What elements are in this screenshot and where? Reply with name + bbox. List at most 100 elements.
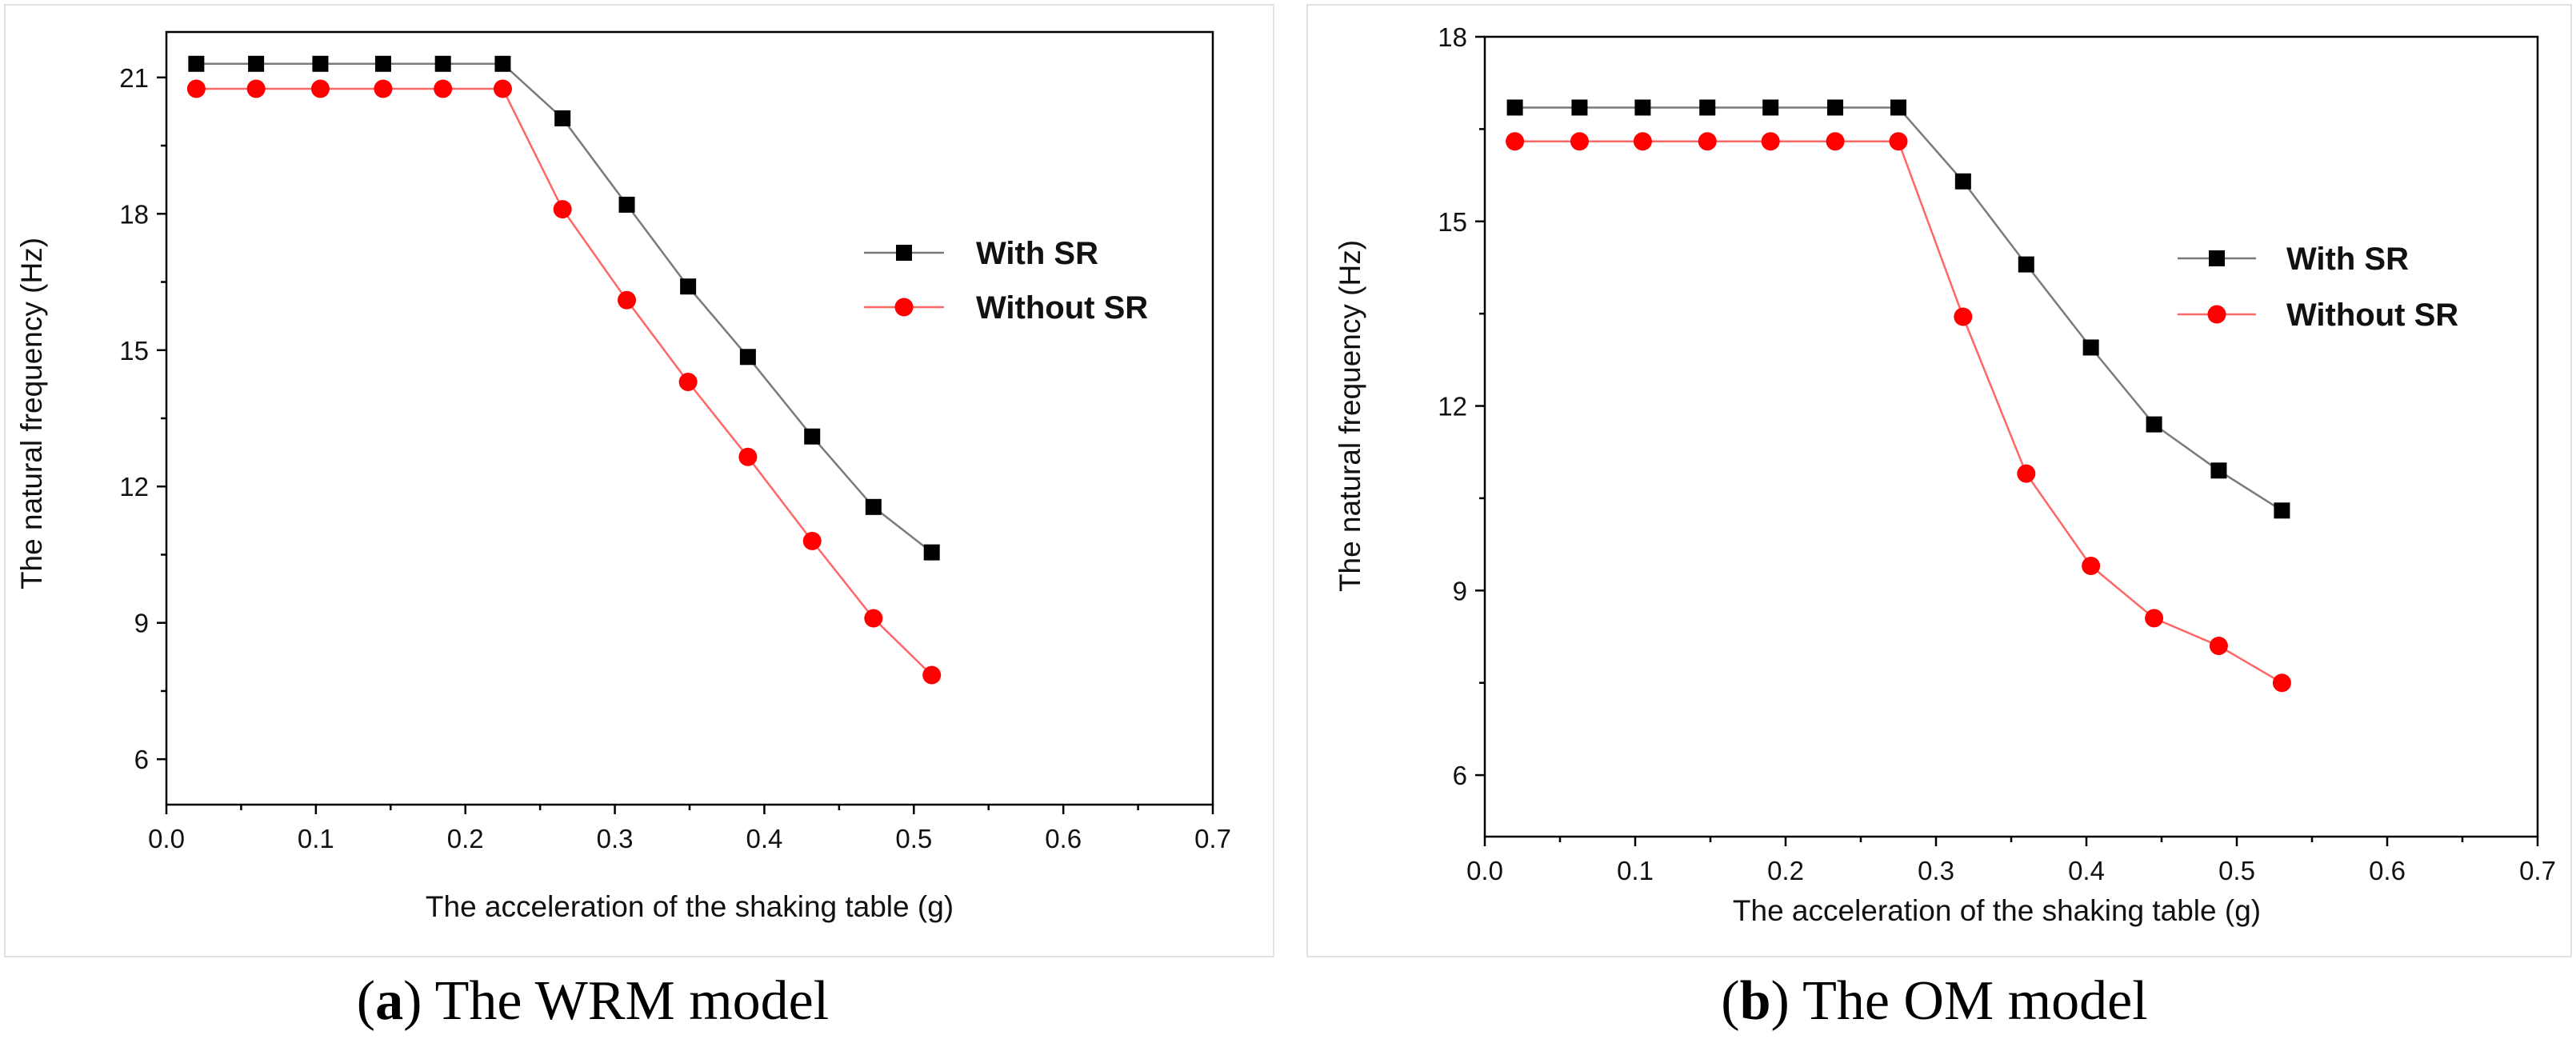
panel-b-point-without-sr: [2082, 557, 2101, 576]
panel-a-xtick-label: 0.0: [148, 824, 185, 853]
panel-b-point-without-sr: [1761, 132, 1780, 151]
panel-b-legend-marker-without-sr: [2207, 305, 2226, 324]
panel-a-point-with-sr: [618, 196, 635, 213]
panel-b-xtick-label: 0.3: [1918, 856, 1954, 885]
panel-b-caption-text: The OM model: [1790, 970, 2148, 1032]
panel-b-ytick-label: 15: [1438, 207, 1467, 237]
panel-b-frame: [1306, 4, 2572, 957]
panel-a-point-without-sr: [186, 79, 206, 98]
panel-a-ytick-label: 15: [119, 336, 149, 366]
panel-b-om-chart: 0.0 0.1 0.2 0.3 0.4 0.5 0.6 0.7 6 9 12 15 18 The acc…: [1306, 4, 2572, 1032]
panel-b-point-without-sr: [1570, 132, 1589, 151]
panel-a-legend: With SR Without SR: [864, 236, 1148, 326]
panel-b-point-without-sr: [1698, 132, 1717, 151]
panel-b-caption: (b) The OM model: [1721, 970, 2147, 1032]
panel-a-point-with-sr: [804, 428, 821, 445]
panel-a-xtick-label: 0.1: [298, 824, 334, 853]
panel-a-xtick-label: 0.6: [1045, 824, 1082, 853]
panel-a-ytick-label: 18: [119, 199, 149, 229]
panel-b-point-with-sr: [2018, 256, 2034, 273]
panel-a-legend-label-with-sr: With SR: [976, 236, 1098, 271]
panel-b-xtick-label: 0.2: [1767, 856, 1804, 885]
panel-a-point-without-sr: [678, 373, 698, 392]
panel-a-caption: (a) The WRM model: [357, 970, 829, 1032]
panel-b-series-layer: [1506, 99, 2291, 693]
panel-a-axes-layer: 0.0 0.1 0.2 0.3 0.4 0.5 0.6 0.7 6 9 12 15 18 21: [119, 30, 1231, 853]
panel-a-xlabel: The acceleration of the shaking table (g…: [426, 890, 954, 923]
panel-b-point-with-sr: [2274, 502, 2290, 519]
panel-a-point-without-sr: [553, 200, 572, 219]
panel-a-point-with-sr: [434, 55, 451, 72]
panel-b-ytick-label: 6: [1453, 761, 1467, 790]
panel-a-point-without-sr: [493, 79, 512, 98]
panel-b-ylabel: The natural frequency (Hz): [1334, 240, 1366, 592]
panel-b-point-without-sr: [2145, 609, 2164, 628]
panel-b-point-without-sr: [2017, 464, 2036, 483]
panel-b-legend-label-with-sr: With SR: [2286, 242, 2409, 277]
panel-b-point-without-sr: [1954, 307, 1973, 326]
panel-a-point-without-sr: [310, 79, 330, 98]
panel-a-point-with-sr: [188, 55, 205, 72]
panel-a-ytick-label: 6: [134, 745, 149, 774]
panel-b-point-without-sr: [1506, 132, 1525, 151]
panel-a-ylabel: The natural frequency (Hz): [15, 238, 48, 589]
panel-a-point-with-sr: [312, 55, 329, 72]
panel-a-ytick-label: 9: [134, 609, 149, 638]
panel-b-point-with-sr: [1571, 99, 1588, 116]
panel-a-caption-letter: a: [375, 970, 403, 1032]
panel-b-point-with-sr: [1954, 173, 1971, 190]
panel-a-point-with-sr: [374, 55, 391, 72]
panel-b-legend: With SR Without SR: [2178, 242, 2458, 333]
panel-b-point-with-sr: [1506, 99, 1523, 116]
panel-b-xtick-label: 0.5: [2218, 856, 2255, 885]
panel-a-point-without-sr: [922, 665, 942, 685]
panel-a-point-with-sr: [248, 55, 265, 72]
panel-b-point-without-sr: [1889, 132, 1908, 151]
panel-a-point-with-sr: [865, 498, 882, 515]
panel-a-ytick-label: 21: [119, 63, 149, 93]
panel-a-legend-marker-with-sr: [896, 245, 912, 261]
panel-a-xtick-label: 0.4: [746, 824, 782, 853]
panel-b-point-without-sr: [1633, 132, 1652, 151]
panel-b-point-with-sr: [2210, 462, 2227, 479]
panel-b-point-without-sr: [2209, 637, 2228, 656]
panel-a-point-without-sr: [738, 447, 758, 466]
panel-a-wrm-chart: 0.0 0.1 0.2 0.3 0.4 0.5 0.6 0.7 6 9 12 15 18 21 The a…: [4, 4, 1274, 1032]
panel-a-point-with-sr: [554, 110, 571, 126]
panel-b-xtick-label: 0.6: [2369, 856, 2406, 885]
panel-a-point-without-sr: [802, 531, 822, 550]
panel-b-point-with-sr: [1890, 99, 1906, 116]
panel-a-point-with-sr: [739, 349, 756, 366]
panel-b-xlabel: The acceleration of the shaking table (g…: [1733, 894, 2261, 927]
panel-a-legend-label-without-sr: Without SR: [976, 290, 1148, 326]
panel-a-caption-text: The WRM model: [422, 970, 829, 1032]
panel-b-point-with-sr: [2146, 416, 2162, 433]
panel-a-point-without-sr: [246, 79, 266, 98]
panel-b-point-without-sr: [1826, 132, 1845, 151]
panel-b-point-with-sr: [1634, 99, 1651, 116]
panel-b-ytick-label: 9: [1453, 576, 1467, 605]
panel-b-point-with-sr: [1827, 99, 1844, 116]
panel-b-legend-marker-with-sr: [2209, 250, 2225, 266]
panel-a-point-without-sr: [618, 290, 637, 310]
panel-a-frame: [4, 4, 1274, 957]
panel-a-point-with-sr: [923, 544, 940, 561]
panel-a-point-with-sr: [680, 278, 697, 295]
panel-a-xtick-label: 0.3: [597, 824, 634, 853]
panel-b-point-with-sr: [1699, 99, 1716, 116]
panel-a-point-without-sr: [374, 79, 393, 98]
panel-a-point-without-sr: [864, 609, 883, 628]
panel-a-xtick-label: 0.5: [895, 824, 932, 853]
panel-a-xtick-label: 0.2: [447, 824, 484, 853]
panel-b-ytick-label: 12: [1438, 392, 1467, 422]
panel-b-point-with-sr: [1762, 99, 1779, 116]
panel-b-axes-layer: 0.0 0.1 0.2 0.3 0.4 0.5 0.6 0.7 6 9 12 15 18: [1438, 22, 2556, 885]
panel-b-ytick-label: 18: [1438, 22, 1467, 52]
panel-a-series-layer: [186, 55, 942, 685]
panel-b-caption-letter: b: [1740, 970, 1771, 1032]
panel-a-point-without-sr: [434, 79, 453, 98]
panel-b-point-without-sr: [2272, 673, 2291, 693]
panel-b-xtick-label: 0.0: [1466, 856, 1503, 885]
panel-a-legend-marker-without-sr: [894, 298, 914, 317]
